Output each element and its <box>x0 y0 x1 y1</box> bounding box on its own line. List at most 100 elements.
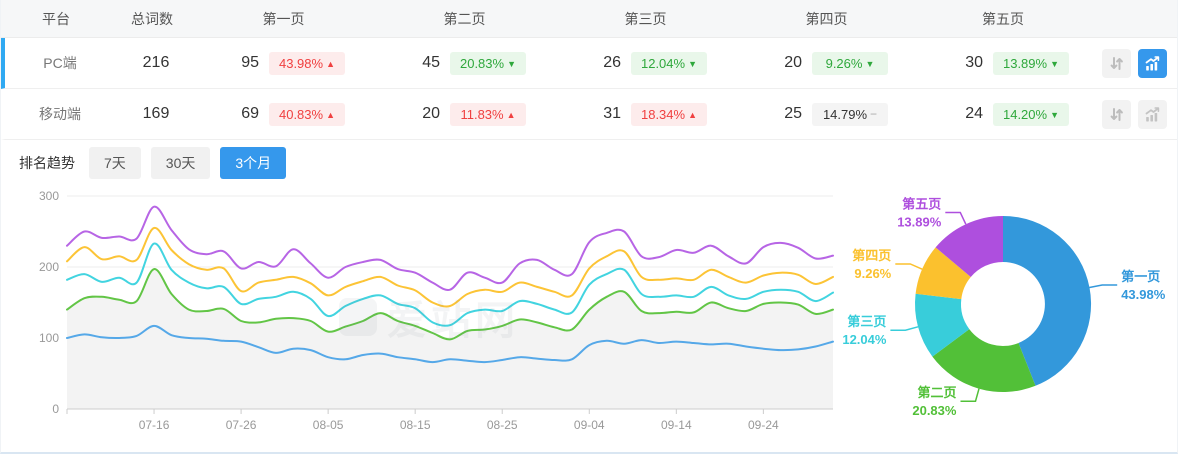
slice-label: 第一页 <box>1121 269 1160 284</box>
change-percent: 14.79% <box>822 106 868 122</box>
x-tick-label: 09-24 <box>748 418 779 432</box>
arrow-up-icon: ▲ <box>326 109 335 120</box>
page-count: 31 <box>603 105 621 122</box>
column-header-4: 第三页 <box>624 10 667 27</box>
total-words-value: 169 <box>142 105 170 122</box>
page-count: 20 <box>422 105 440 122</box>
trend-tab-bar: 排名趋势 7天 30天 3个月 <box>19 147 1177 179</box>
x-tick-label: 07-26 <box>226 418 257 432</box>
page-1-cell: 95 43.98% ▲ <box>197 51 378 75</box>
change-badge: 20.83% ▼ <box>450 51 526 75</box>
page-count: 69 <box>241 105 259 122</box>
range-tab-2[interactable]: 3个月 <box>220 147 287 179</box>
sort-updown-button[interactable] <box>1102 48 1131 78</box>
trend-chart-icon <box>1145 106 1160 121</box>
y-tick-label: 0 <box>52 402 59 416</box>
charts-area: 0 100 200 300 07-16 07-26 08-05 08-15 08-25 09-04… <box>1 184 1177 452</box>
arrow-down-icon: ▼ <box>507 58 516 69</box>
platform-label: 移动端 <box>39 106 81 122</box>
slice-label: 第四页 <box>852 248 891 263</box>
change-percent: 20.83% <box>459 55 505 71</box>
x-tick-label: 08-15 <box>400 418 431 432</box>
page-4-cell: 25 14.79% − <box>740 102 921 126</box>
page-share-donut-chart: 第一页 43.98% 第二页 20.83% 第三页 12.04% 第四页 9.26% 第五页 13… <box>842 196 1166 418</box>
column-header-6: 第五页 <box>982 10 1024 27</box>
slice-percent: 9.26% <box>854 266 891 281</box>
rank-table: 平台 总词数 第一页 第二页 第三页 第四页 第五页 PC端 216 95 43.98% ▲ 45 20… <box>1 0 1177 140</box>
label-leader-line <box>1089 284 1118 289</box>
page-3-cell: 26 12.04% ▼ <box>559 51 740 75</box>
arrow-down-icon: ▼ <box>688 58 697 69</box>
slice-label: 第三页 <box>847 314 886 329</box>
page-count: 24 <box>965 105 983 122</box>
page-5-cell: 24 14.20% ▼ <box>921 102 1093 126</box>
page-count: 95 <box>241 54 259 71</box>
table-row-pc[interactable]: PC端 216 95 43.98% ▲ 45 20.83% ▼ 26 12.04% ▼ 20 9.26%… <box>1 38 1177 89</box>
column-header-3: 第二页 <box>443 10 486 27</box>
sort-updown-button[interactable] <box>1102 99 1131 129</box>
x-tick-label: 09-04 <box>574 418 605 432</box>
column-header-2: 第一页 <box>262 10 305 27</box>
change-badge: 43.98% ▲ <box>269 51 345 75</box>
change-badge: 12.04% ▼ <box>631 51 707 75</box>
change-percent: 12.04% <box>640 55 686 71</box>
label-leader-line <box>890 326 919 331</box>
trend-line-chart: 0 100 200 300 07-16 07-26 08-05 08-15 08-25 09-04… <box>39 189 834 432</box>
donut-slice-第二页[interactable] <box>932 329 1036 393</box>
column-header-1: 总词数 <box>131 10 173 27</box>
change-percent: 13.89% <box>1002 55 1048 71</box>
change-badge: 14.20% ▼ <box>993 102 1069 126</box>
sort-updown-icon <box>1110 56 1123 70</box>
trend-chart-icon <box>1145 55 1160 70</box>
slice-label: 第二页 <box>917 385 956 400</box>
label-leader-line <box>960 388 980 402</box>
change-percent: 14.20% <box>1002 106 1048 122</box>
row-actions <box>1093 48 1177 78</box>
y-tick-label: 300 <box>39 189 59 203</box>
x-tick-label: 09-14 <box>661 418 692 432</box>
line-series-第一页 <box>66 324 834 364</box>
donut-slice-第五页[interactable] <box>935 216 1003 277</box>
label-leader-line <box>945 211 967 225</box>
range-tab-1[interactable]: 30天 <box>150 147 211 179</box>
x-tick-label: 08-05 <box>313 418 344 432</box>
change-badge: 9.26% ▼ <box>812 51 888 75</box>
change-badge: 40.83% ▲ <box>269 102 345 126</box>
donut-slice-第一页[interactable] <box>1003 215 1092 386</box>
slice-label: 第五页 <box>902 196 941 211</box>
change-percent: 43.98% <box>278 55 324 71</box>
page-2-cell: 20 11.83% ▲ <box>378 102 559 126</box>
change-badge: 11.83% ▲ <box>450 102 526 126</box>
row-actions <box>1093 99 1177 129</box>
arrow-up-icon: ▲ <box>688 109 697 120</box>
page-2-cell: 45 20.83% ▼ <box>378 51 559 75</box>
trend-chart-button[interactable] <box>1138 99 1167 129</box>
change-percent: 18.34% <box>640 106 686 122</box>
arrow-up-icon: ▲ <box>506 109 516 120</box>
line-series-第三页 <box>66 242 834 327</box>
slice-percent: 43.98% <box>1121 287 1166 302</box>
trend-chart-button[interactable] <box>1138 48 1167 78</box>
label-leader-line <box>895 263 923 270</box>
column-header-0: 平台 <box>42 10 70 27</box>
change-badge: 13.89% ▼ <box>993 51 1069 75</box>
sort-updown-icon <box>1110 107 1123 121</box>
page-count: 30 <box>965 54 983 71</box>
range-tabs: 7天 30天 3个月 <box>89 147 296 179</box>
donut-slice-第三页[interactable] <box>914 293 970 357</box>
page-3-cell: 31 18.34% ▲ <box>559 102 740 126</box>
page-count: 26 <box>603 54 621 71</box>
table-row-mobile[interactable]: 移动端 169 69 40.83% ▲ 20 11.83% ▲ 31 18.34% ▲ 25 14.79… <box>1 89 1177 140</box>
line-series-第五页 <box>66 205 834 291</box>
page-1-cell: 69 40.83% ▲ <box>197 102 378 126</box>
area-fill-第二页 <box>67 269 833 409</box>
page-5-cell: 30 13.89% ▼ <box>921 51 1093 75</box>
slice-percent: 13.89% <box>897 214 942 229</box>
donut-slice-第四页[interactable] <box>915 247 971 300</box>
arrow-down-icon: ▼ <box>865 58 875 69</box>
line-series-第二页 <box>66 268 834 341</box>
range-tab-0[interactable]: 7天 <box>89 147 141 179</box>
slice-percent: 20.83% <box>912 403 957 418</box>
column-header-5: 第四页 <box>805 10 848 27</box>
